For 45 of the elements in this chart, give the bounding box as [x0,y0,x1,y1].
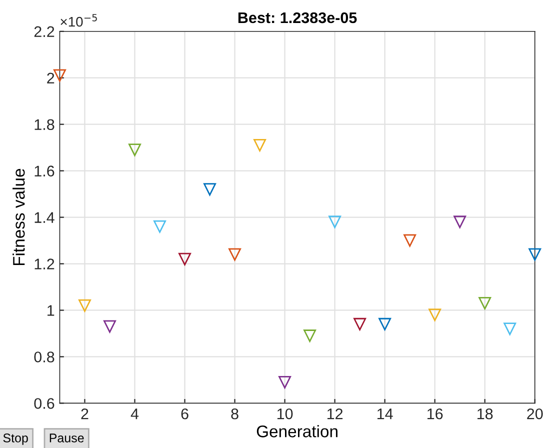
y-tick-label: 1.8 [34,119,54,130]
point [404,234,416,247]
x-tick-label: 18 [478,408,493,420]
x-tick-label: 14 [377,408,393,420]
y-tick-label: 0.6 [34,398,54,409]
chart-title: Best: 1.2383e-05 [238,12,357,24]
point [103,320,116,333]
point [204,183,216,196]
y-tick-label: 1.2 [34,258,54,270]
text: Stop [3,434,28,445]
point [304,330,316,342]
point [278,376,292,389]
x-tick-label: 4 [130,408,139,420]
point [254,138,266,152]
x-tick-label: 10 [277,408,293,420]
point [53,69,66,82]
x-tick-label: 8 [231,408,238,420]
point [78,299,91,312]
y-axis-title: Fitness value [12,168,25,266]
point [428,308,442,322]
point [328,216,342,228]
y-tick-label: 2.2 [34,26,54,37]
x-axis-title: Generation [256,425,338,438]
x-tick-label: 16 [428,408,443,420]
point [504,322,516,336]
x-tick-label: 2 [81,408,88,420]
point [354,318,366,330]
text: Pause [50,434,84,442]
point [528,248,542,261]
y-tick-label: 1.4 [34,212,54,223]
y-tick-label: 1 [48,305,54,316]
x-tick-label: 6 [181,408,188,420]
x-tick-label: 12 [327,408,343,420]
point [228,248,242,261]
y-tick-label: 1.6 [34,166,54,176]
x-tick-label: 20 [527,408,543,420]
y-tick-label: 0.8 [34,352,54,362]
point [378,318,392,330]
point [154,220,166,233]
point [454,216,466,228]
point [178,252,192,266]
point [478,297,492,310]
text: ×10$^{−5}$ [60,14,97,27]
y-tick-label: 2 [47,72,54,84]
point [128,144,141,156]
